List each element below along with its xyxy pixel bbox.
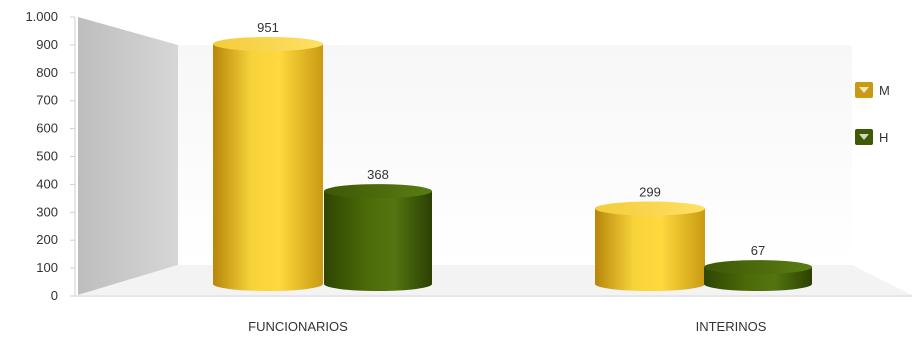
legend-label-m: M <box>879 82 890 98</box>
bars: 951 368 299 67 <box>213 20 812 291</box>
bar-body <box>324 191 432 291</box>
legend-item-m: M <box>855 79 910 101</box>
y-tick-label: 300 <box>36 204 58 219</box>
legend: M H <box>855 79 910 173</box>
y-axis-ticks: 0 100 200 300 400 500 600 700 800 900 1.000 <box>25 9 75 303</box>
data-label: 67 <box>751 243 765 258</box>
side-wall <box>78 17 178 295</box>
bar-top <box>213 37 323 51</box>
data-label: 951 <box>257 20 279 35</box>
bar-top <box>324 184 432 199</box>
plot-background <box>74 17 912 297</box>
bar-m-funcionarios <box>213 37 323 291</box>
legend-swatch-h-icon <box>855 129 873 145</box>
legend-item-h: H <box>855 126 910 148</box>
bar-top <box>704 260 812 275</box>
bar-m-interinos <box>595 201 705 291</box>
category-labels: FUNCIONARIOS INTERINOS <box>248 319 767 334</box>
y-tick-label: 0 <box>51 288 58 303</box>
y-tick-label: 1.000 <box>25 9 58 24</box>
data-label: 299 <box>639 185 661 200</box>
x-category-label: INTERINOS <box>696 319 767 334</box>
y-tick-label: 600 <box>36 121 58 136</box>
bar-h-funcionarios <box>324 184 432 291</box>
y-tick-label: 900 <box>36 37 58 52</box>
legend-label-h: H <box>879 129 889 145</box>
y-tick-label: 200 <box>36 232 58 247</box>
x-category-label: FUNCIONARIOS <box>248 319 348 334</box>
data-label: 368 <box>367 167 389 182</box>
y-tick-label: 700 <box>36 93 58 108</box>
y-tick-label: 800 <box>36 65 58 80</box>
bar-h-interinos <box>704 260 812 291</box>
legend-swatch-m-icon <box>855 82 873 98</box>
bar-top <box>595 201 705 216</box>
y-tick-label: 100 <box>36 260 58 275</box>
bar-body <box>595 208 705 291</box>
y-tick-label: 400 <box>36 176 58 191</box>
bar-body <box>213 44 323 291</box>
y-tick-label: 500 <box>36 149 58 164</box>
